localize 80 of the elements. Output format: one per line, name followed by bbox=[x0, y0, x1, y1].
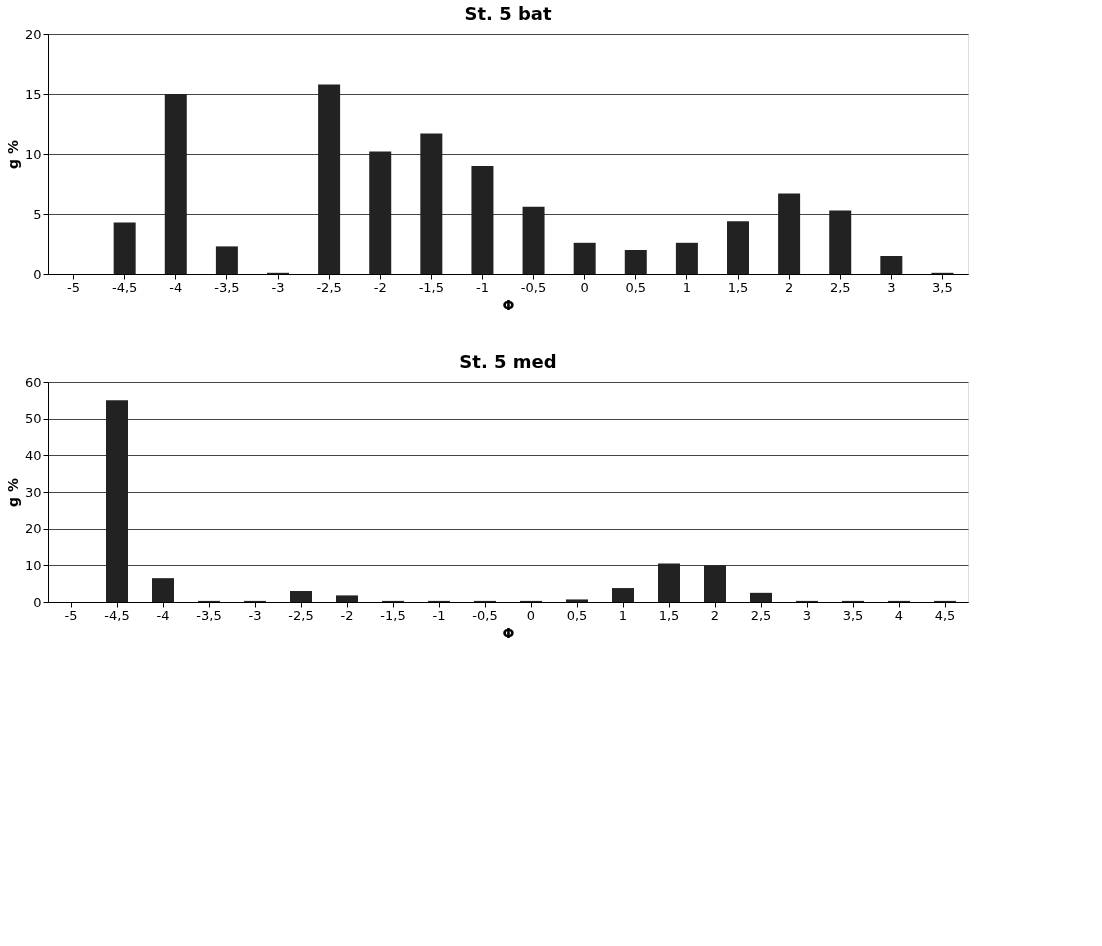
x-tick-label: 0 bbox=[526, 607, 536, 623]
x-tick-label: 4 bbox=[894, 607, 904, 623]
x-tick-label: 3 bbox=[802, 607, 812, 623]
y-tick-label: 10 bbox=[24, 146, 42, 162]
x-tick-label: 1,5 bbox=[727, 279, 749, 295]
y-tick-label: 60 bbox=[24, 374, 42, 390]
x-tick-label: 3,5 bbox=[932, 279, 953, 295]
y-tick-label: 15 bbox=[24, 86, 42, 102]
bar bbox=[566, 599, 588, 602]
x-tick-label: -2,5 bbox=[288, 607, 314, 623]
bar bbox=[727, 221, 749, 274]
bar bbox=[152, 578, 174, 602]
x-tick-label: -4 bbox=[156, 607, 170, 623]
y-tick-label: 50 bbox=[24, 411, 42, 427]
y-tick-label: 0 bbox=[33, 594, 42, 610]
y-tick-label: 40 bbox=[24, 447, 42, 463]
bar bbox=[880, 256, 903, 274]
x-tick-label: -1,5 bbox=[380, 607, 406, 623]
bar bbox=[113, 222, 136, 274]
y-tick-label: 20 bbox=[24, 521, 42, 537]
x-tick-label: -3,5 bbox=[214, 279, 240, 295]
x-tick-label: 1 bbox=[682, 279, 692, 295]
x-tick-label: -0,5 bbox=[472, 607, 498, 623]
chart-title: St. 5 bat bbox=[464, 3, 552, 24]
x-tick-label: -0,5 bbox=[520, 279, 547, 295]
bar bbox=[318, 84, 341, 274]
x-tick-label: 2,5 bbox=[750, 607, 772, 623]
bar bbox=[106, 400, 128, 602]
x-tick-label: 2,5 bbox=[829, 279, 851, 295]
x-tick-label: -4,5 bbox=[111, 279, 138, 295]
bar bbox=[336, 595, 358, 602]
bar bbox=[573, 242, 596, 274]
x-tick-label: 1 bbox=[618, 607, 628, 623]
x-tick-label: -1 bbox=[475, 279, 489, 295]
x-tick-label: -3 bbox=[248, 607, 262, 623]
bar bbox=[778, 193, 801, 274]
x-tick-label: 1,5 bbox=[658, 607, 680, 623]
bar bbox=[420, 133, 443, 274]
bar bbox=[704, 565, 726, 602]
bar bbox=[675, 242, 698, 274]
x-tick-label: 2 bbox=[710, 607, 720, 623]
y-tick-label: 5 bbox=[33, 206, 42, 222]
bar bbox=[471, 166, 494, 274]
y-axis-title: g % bbox=[4, 478, 21, 507]
bar bbox=[522, 206, 545, 274]
y-tick-label: 30 bbox=[24, 484, 42, 500]
bar bbox=[164, 94, 187, 274]
x-tick-label: -5 bbox=[67, 279, 81, 295]
x-axis-title: Φ bbox=[502, 624, 515, 641]
x-tick-label: -3 bbox=[271, 279, 285, 295]
chart-title: St. 5 med bbox=[459, 351, 557, 372]
x-tick-label: 0,5 bbox=[566, 607, 588, 623]
y-tick-label: 20 bbox=[24, 26, 42, 42]
x-tick-label: -2 bbox=[373, 279, 387, 295]
bar bbox=[750, 592, 772, 602]
x-tick-label: -5 bbox=[64, 607, 78, 623]
bar bbox=[624, 250, 647, 274]
x-tick-label: -4 bbox=[169, 279, 183, 295]
bar bbox=[215, 246, 238, 274]
y-tick-label: 0 bbox=[33, 266, 42, 282]
x-tick-label: -1 bbox=[432, 607, 446, 623]
y-tick-label: 10 bbox=[24, 557, 42, 573]
bar bbox=[829, 210, 852, 274]
bar bbox=[369, 151, 392, 274]
x-tick-label: 3 bbox=[887, 279, 896, 295]
x-tick-label: 4,5 bbox=[934, 607, 956, 623]
x-tick-label: -2 bbox=[340, 607, 354, 623]
x-tick-label: -2,5 bbox=[316, 279, 342, 295]
x-tick-label: 0 bbox=[580, 279, 589, 295]
y-axis-title: g % bbox=[4, 140, 21, 169]
x-axis-title: Φ bbox=[502, 296, 515, 313]
x-tick-label: 2 bbox=[784, 279, 794, 295]
x-tick-label: -3,5 bbox=[196, 607, 222, 623]
x-tick-label: -1,5 bbox=[418, 279, 445, 295]
x-tick-label: 0,5 bbox=[625, 279, 647, 295]
x-tick-label: 3,5 bbox=[842, 607, 864, 623]
bar bbox=[612, 588, 634, 602]
x-tick-label: -4,5 bbox=[104, 607, 130, 623]
bar bbox=[658, 563, 680, 602]
bar bbox=[290, 591, 312, 602]
